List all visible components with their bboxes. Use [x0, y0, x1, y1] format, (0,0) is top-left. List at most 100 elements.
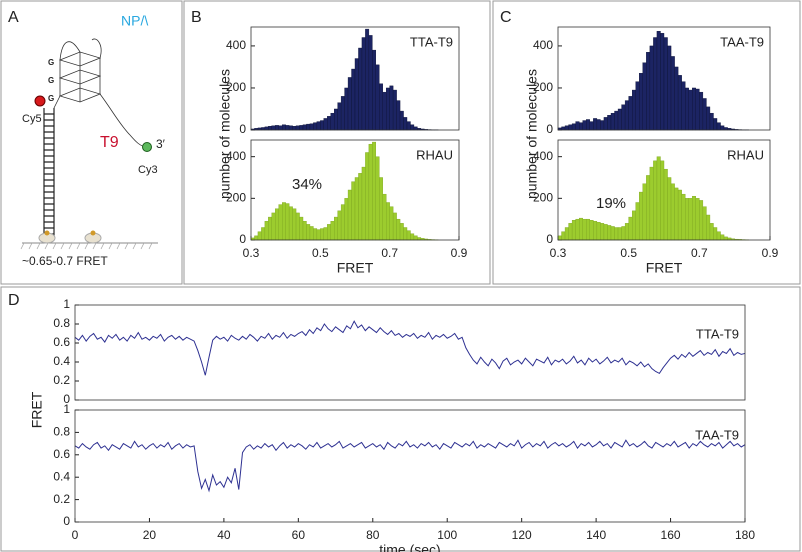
- bar: [278, 125, 283, 131]
- series-label: TTA-T9: [696, 326, 739, 341]
- chart: 0 0.2 0.4 0.6 0.8 1 TTA-T9 FRET: [29, 297, 746, 428]
- trace: [74, 320, 746, 376]
- bar: [323, 227, 328, 241]
- bar: [375, 156, 380, 241]
- bar: [410, 124, 415, 131]
- bar: [302, 221, 307, 241]
- g-label: G: [48, 76, 54, 85]
- bar: [639, 191, 643, 241]
- y-tick-label: 400: [226, 149, 246, 163]
- bar: [586, 119, 590, 131]
- y-tick-label: 0: [239, 122, 246, 136]
- bar: [624, 223, 629, 241]
- axes-frame: [250, 26, 460, 131]
- bar: [386, 87, 390, 131]
- y-tick-label: 0: [239, 232, 246, 246]
- bar: [379, 177, 383, 241]
- axes-frame: [250, 139, 460, 241]
- bar: [692, 87, 696, 131]
- bar: [635, 81, 640, 131]
- bar: [254, 235, 259, 241]
- bar: [628, 96, 633, 131]
- bar: [688, 89, 693, 131]
- bar: [589, 220, 594, 241]
- bar: [340, 96, 345, 131]
- x-axis-label: time (sec): [379, 542, 440, 552]
- bar: [568, 124, 573, 131]
- bar: [642, 183, 647, 241]
- bar: [677, 189, 682, 241]
- bar: [674, 66, 679, 131]
- bar: [368, 143, 373, 241]
- bar: [685, 198, 689, 241]
- series-label: TAA-T9: [695, 427, 739, 442]
- y-tick-label: 200: [226, 80, 246, 94]
- bar: [663, 37, 668, 131]
- chart: 0 200 400 TTA-T9: [226, 26, 460, 136]
- x-tick-label: 0.9: [762, 246, 779, 260]
- bar: [557, 235, 562, 241]
- bar: [663, 168, 668, 241]
- y-tick-label: 0: [63, 392, 70, 406]
- bar: [582, 218, 587, 241]
- x-tick-label: 140: [586, 528, 606, 542]
- bar: [361, 166, 366, 241]
- bar: [309, 123, 314, 131]
- bar: [575, 218, 580, 241]
- bar: [327, 116, 331, 131]
- bar: [299, 125, 304, 131]
- y-tick-label: 400: [226, 38, 246, 52]
- bar: [292, 208, 297, 241]
- bar: [295, 212, 300, 241]
- quadruplex: [53, 38, 147, 148]
- bar: [396, 100, 401, 131]
- bar: [642, 62, 647, 131]
- bar: [392, 89, 397, 131]
- bar: [564, 227, 569, 241]
- bar: [268, 126, 273, 131]
- bar: [375, 64, 380, 131]
- x-tick-label: 0.5: [312, 246, 329, 260]
- bar: [386, 202, 390, 241]
- x-tick-label: 0.7: [381, 246, 398, 260]
- bar: [334, 108, 338, 131]
- bar: [351, 181, 356, 241]
- cy3-label: Cy3: [138, 164, 158, 176]
- bar: [709, 112, 714, 131]
- bar: [564, 125, 569, 131]
- bar: [600, 120, 605, 131]
- bar: [653, 160, 658, 241]
- series-label: TTA-T9: [410, 34, 453, 49]
- panel-frame: [0, 286, 801, 552]
- bar: [716, 231, 721, 241]
- bar: [628, 216, 633, 241]
- series-label: RHAU: [416, 147, 453, 162]
- y-tick-label: 400: [533, 38, 553, 52]
- bar: [389, 85, 394, 131]
- bar: [600, 223, 605, 241]
- axes-frame: [74, 409, 746, 523]
- y-tick-label: 0: [546, 232, 553, 246]
- bar: [302, 124, 307, 131]
- bar: [677, 75, 682, 131]
- fret-caption: ~0.65-0.7 FRET: [22, 254, 108, 268]
- bar: [699, 91, 704, 131]
- cy5-dye: [34, 95, 46, 107]
- bar: [413, 235, 418, 241]
- bar: [720, 125, 725, 131]
- bar: [288, 125, 293, 131]
- x-tick-label: 20: [143, 528, 157, 542]
- bar: [681, 81, 686, 131]
- bar: [571, 123, 576, 131]
- bar: [261, 227, 266, 241]
- bar: [306, 224, 311, 241]
- panel-label: D: [8, 292, 20, 309]
- bar: [330, 112, 335, 131]
- bar: [403, 227, 408, 241]
- bar: [392, 212, 397, 241]
- bar: [288, 206, 293, 241]
- x-tick-label: 40: [217, 528, 231, 542]
- bar: [299, 216, 304, 241]
- bar: [624, 100, 629, 131]
